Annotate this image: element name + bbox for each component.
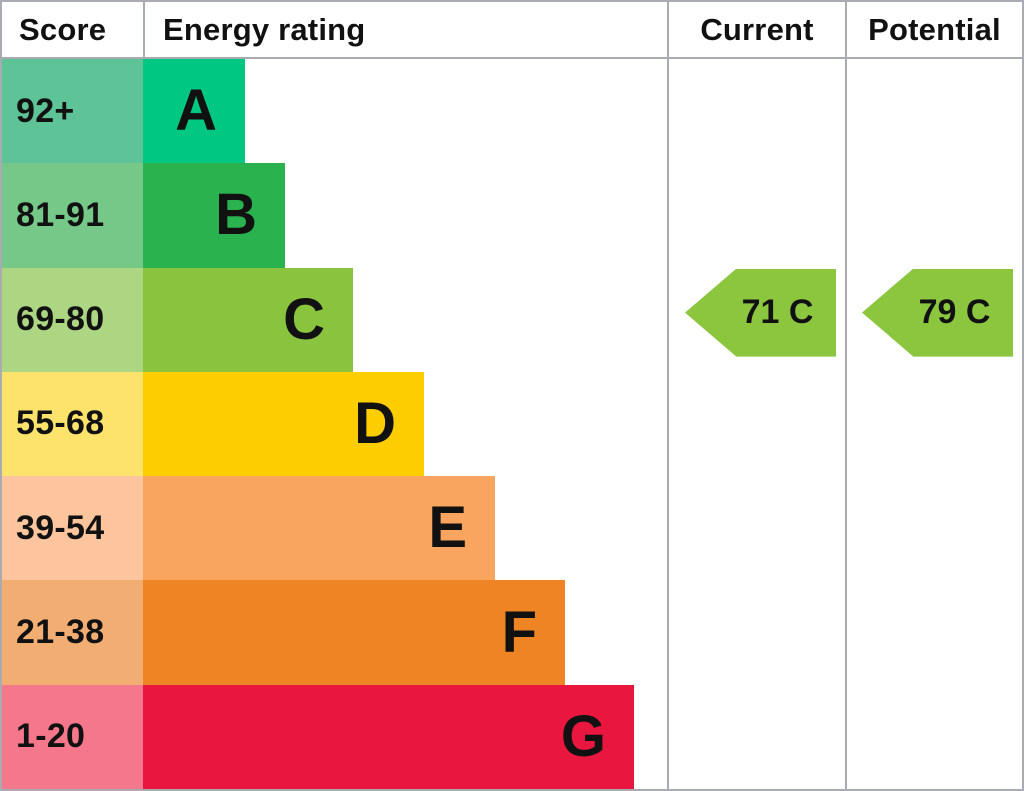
potential-column: 79 C: [845, 59, 1022, 789]
band-row: 81-91 B: [2, 163, 667, 268]
score-range-label: 39-54: [2, 476, 143, 581]
score-range-label: 81-91: [2, 163, 143, 268]
score-range-label: 92+: [2, 59, 143, 164]
chart-body: 92+ A 81-91 B 69-80 C 55-68 D 39-54 E 21…: [2, 59, 1022, 789]
energy-band-bar-e: E: [143, 476, 495, 581]
current-rating-arrow: 71 C: [685, 268, 836, 357]
band-row: 39-54 E: [2, 476, 667, 581]
band-row: 55-68 D: [2, 371, 667, 477]
current-rating-label: 71 C: [741, 293, 814, 332]
band-letter: E: [428, 495, 467, 561]
score-range-label: 21-38: [2, 580, 143, 685]
header-row: Score Energy rating Current Potential: [2, 2, 1022, 59]
score-range-label: 55-68: [2, 371, 143, 477]
band-letter: G: [560, 703, 606, 769]
band-letter: C: [283, 286, 325, 352]
score-range-label: 69-80: [2, 267, 143, 372]
header-current: Current: [667, 2, 845, 57]
energy-band-bar-d: D: [143, 371, 424, 477]
band-row: 92+ A: [2, 59, 667, 164]
band-letter: D: [354, 390, 396, 456]
bands-area: 92+ A 81-91 B 69-80 C 55-68 D 39-54 E 21…: [2, 59, 667, 789]
band-row: 69-80 C: [2, 267, 667, 372]
current-column: 71 C: [667, 59, 845, 789]
energy-band-bar-f: F: [143, 580, 565, 685]
header-score: Score: [2, 2, 145, 57]
score-range-label: 1-20: [2, 684, 143, 789]
header-potential: Potential: [845, 2, 1022, 57]
energy-band-bar-c: C: [143, 267, 353, 372]
header-energy-rating: Energy rating: [163, 11, 366, 47]
energy-band-bar-a: A: [143, 59, 245, 164]
band-row: 21-38 F: [2, 580, 667, 685]
potential-rating-arrow: 79 C: [862, 268, 1013, 357]
energy-band-bar-g: G: [143, 684, 634, 789]
band-row: 1-20 G: [2, 684, 667, 789]
band-letter: B: [215, 182, 257, 248]
band-letter: F: [501, 599, 537, 665]
band-letter: A: [175, 78, 217, 144]
potential-rating-label: 79 C: [918, 293, 991, 332]
energy-band-bar-b: B: [143, 163, 285, 268]
